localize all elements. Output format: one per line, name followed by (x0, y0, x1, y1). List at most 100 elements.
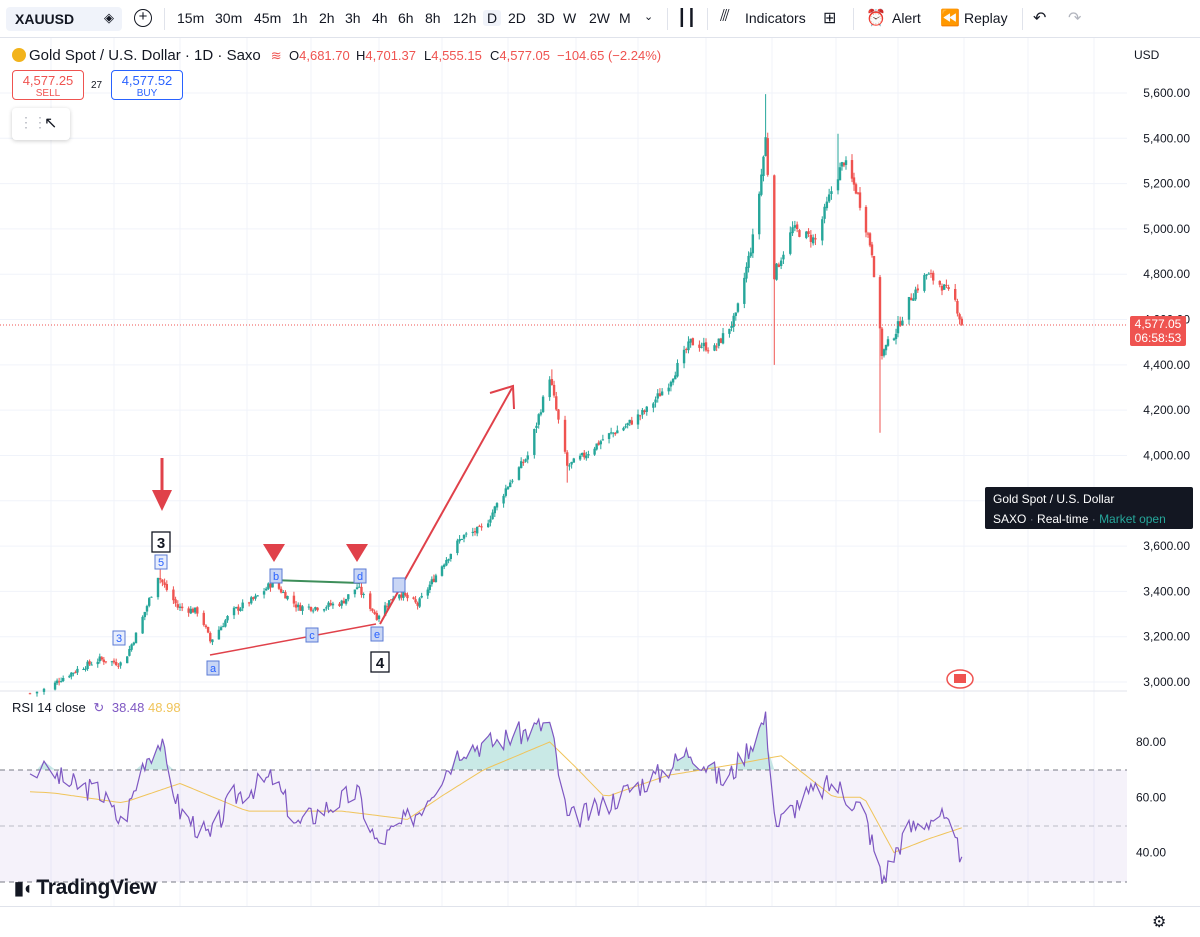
candle-body (734, 312, 738, 316)
drawing-toolbar: ⋮⋮ ↖ (12, 108, 70, 140)
candle-body (141, 616, 144, 634)
timeframe-4h[interactable]: 4h (372, 10, 388, 26)
candle-body (126, 656, 129, 664)
candle-body (163, 582, 166, 585)
rsi-legend[interactable]: RSI 14 close ↻ 38.48 48.98 (12, 700, 181, 716)
candle-body (676, 362, 679, 377)
symbol-search[interactable]: XAUUSD ◈ (6, 7, 122, 31)
candle-body (622, 427, 625, 431)
timeframe-w[interactable]: W (563, 10, 577, 26)
drag-handle-icon[interactable]: ⋮⋮ (19, 114, 47, 130)
layouts-icon[interactable]: ⊞ (823, 10, 837, 27)
alert-button[interactable]: Alert (892, 10, 921, 26)
candle-body (358, 586, 361, 588)
timeframe-1h[interactable]: 1h (292, 10, 308, 26)
timeframe-45m[interactable]: 45m (254, 10, 282, 26)
legend-eye-icon[interactable]: ≋ (270, 48, 282, 63)
candle-body (420, 595, 423, 598)
candle-body (947, 287, 950, 290)
candle-body (70, 672, 73, 677)
candle-body (174, 599, 177, 604)
wave-e-label: e (374, 629, 380, 641)
candle-body (458, 539, 461, 542)
timeframe-d[interactable]: D (483, 10, 502, 26)
candle-body (112, 660, 116, 663)
candle-body (914, 289, 917, 300)
compare-add-icon[interactable]: + (134, 9, 152, 27)
candle-body (132, 642, 135, 645)
candle-body (353, 589, 357, 595)
candle-body (375, 613, 379, 620)
candle-body (595, 443, 598, 450)
replay-button[interactable]: Replay (964, 10, 1008, 26)
timeframe-m[interactable]: M (619, 10, 631, 26)
candle-body (550, 379, 554, 385)
timeframe-3h[interactable]: 3h (345, 10, 361, 26)
candle-body (250, 597, 253, 604)
candle-body (159, 578, 162, 580)
divider (667, 8, 668, 30)
indicators-button[interactable]: Indicators (745, 10, 806, 26)
candle-body (262, 591, 266, 595)
wave-a-label: a (210, 663, 217, 675)
timeframe-2h[interactable]: 2h (319, 10, 335, 26)
candle-body (614, 432, 617, 435)
timeframe-8h[interactable]: 8h (425, 10, 441, 26)
timeframe-15m[interactable]: 15m (177, 10, 205, 26)
candle-body (624, 426, 627, 428)
timeframe-2w[interactable]: 2W (589, 10, 610, 26)
timeframe-3d[interactable]: 3D (537, 10, 555, 26)
rsi-line (29, 711, 963, 885)
price-tick-label: 4,800.00 (1143, 267, 1190, 281)
candle-type-icon[interactable]: ┃┃ (677, 10, 697, 27)
cursor-icon[interactable]: ↖ (44, 115, 58, 132)
candle-body (958, 314, 961, 320)
timeframe-more-icon[interactable]: ⌄ (644, 11, 654, 23)
chart-canvas[interactable]: 3 5 3 b d c a e 4 3,000.00 3,200.00 3,400.00 3,600.… (0, 38, 1200, 937)
alert-icon[interactable]: ⏰ (866, 10, 886, 27)
candle-body (628, 419, 631, 423)
time-axis[interactable] (0, 906, 1200, 937)
candle-body (404, 593, 407, 596)
sell-button[interactable]: 4,577.25 SELL (12, 70, 84, 100)
timeframe-12h[interactable]: 12h (453, 10, 477, 26)
candle-body (74, 672, 77, 674)
timeframe-30m[interactable]: 30m (215, 10, 243, 26)
symbol-settings-icon[interactable]: ◈ (104, 10, 114, 25)
candle-body (840, 162, 844, 167)
candle-body (878, 277, 882, 329)
timeframe-2d[interactable]: 2D (508, 10, 526, 26)
wave-5-label: 5 (158, 557, 164, 569)
last-price-label: 4,577.05 06:58:53 (1130, 316, 1186, 346)
chart-legend[interactable]: Gold Spot / U.S. Dollar · 1D · Saxo ≋ (12, 47, 282, 64)
candle-body (811, 237, 815, 244)
currency-label[interactable]: USD (1134, 48, 1160, 62)
undo-icon[interactable]: ↶ (1033, 10, 1047, 27)
ohlc-change: −104.65 (−2.24%) (557, 48, 662, 63)
candle-body (398, 594, 401, 599)
legend-title: Gold Spot / U.S. Dollar · 1D · Saxo (29, 47, 261, 64)
replay-icon[interactable]: ⏪ (940, 10, 960, 27)
candle-body (932, 272, 935, 281)
timeframe-6h[interactable]: 6h (398, 10, 414, 26)
settings-gear-icon[interactable]: ⚙ (1152, 914, 1167, 931)
rsi-ma-line (29, 741, 962, 854)
tradingview-logo[interactable]: ▮◖ TradingView (14, 876, 157, 899)
candle-body (825, 201, 829, 209)
symbol-tooltip: Gold Spot / U.S. Dollar SAXO · Real-time… (985, 487, 1193, 529)
candle-body (222, 626, 225, 628)
candle-body (886, 339, 890, 346)
redo-icon[interactable]: ↷ (1068, 10, 1082, 27)
candle-body (373, 611, 376, 614)
candle-body (237, 606, 240, 611)
buy-button[interactable]: 4,577.52 BUY (111, 70, 183, 100)
wave-d-label-box (353, 568, 367, 584)
candle-body (143, 611, 146, 618)
candle-body (426, 589, 429, 596)
candle-body (57, 681, 61, 683)
candle-body (119, 662, 122, 666)
candle-body (432, 578, 436, 582)
candle-body (204, 625, 208, 628)
indicators-icon[interactable]: ⫻ (720, 8, 730, 25)
candle-body (671, 378, 675, 383)
